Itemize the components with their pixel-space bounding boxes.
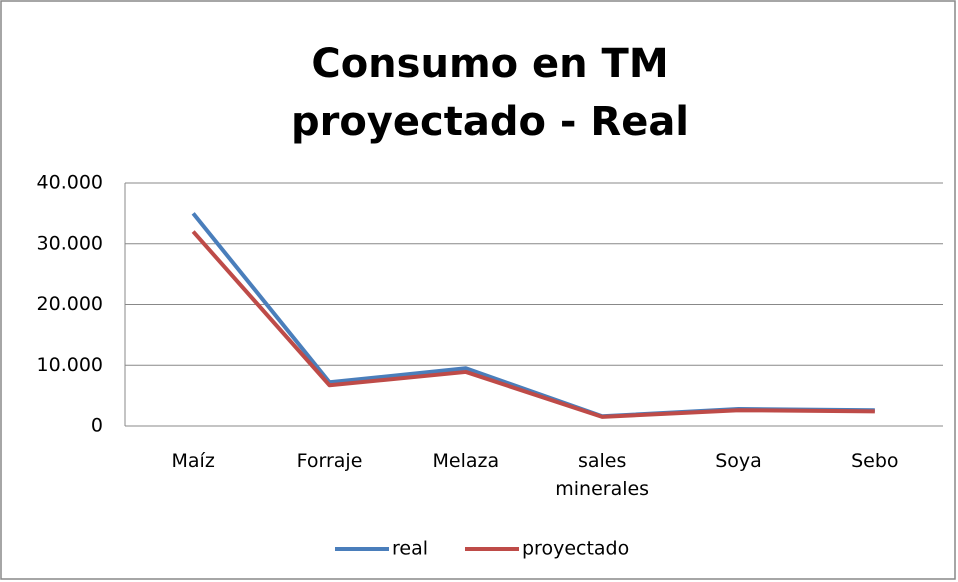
y-tick-label: 10.000 (37, 354, 103, 376)
x-tick-label: Soya (715, 450, 762, 472)
y-tick-label: 40.000 (37, 172, 103, 194)
x-tick-label: Melaza (432, 450, 500, 472)
y-tick-label: 0 (91, 415, 103, 437)
x-tick-label: Maíz (171, 450, 215, 472)
series-line (191, 230, 875, 419)
x-tick-label: Sebo (851, 450, 899, 472)
legend-label: real (392, 538, 428, 560)
y-tick-label: 20.000 (37, 293, 103, 315)
legend-label: proyectado (522, 538, 629, 560)
x-tick-label: Forraje (296, 450, 363, 472)
y-tick-label: 30.000 (37, 232, 103, 254)
chart-title: proyectado - Real (291, 99, 689, 145)
x-tick-label: sales minerales (555, 450, 650, 500)
chart-title: Consumo en TM (311, 41, 668, 87)
